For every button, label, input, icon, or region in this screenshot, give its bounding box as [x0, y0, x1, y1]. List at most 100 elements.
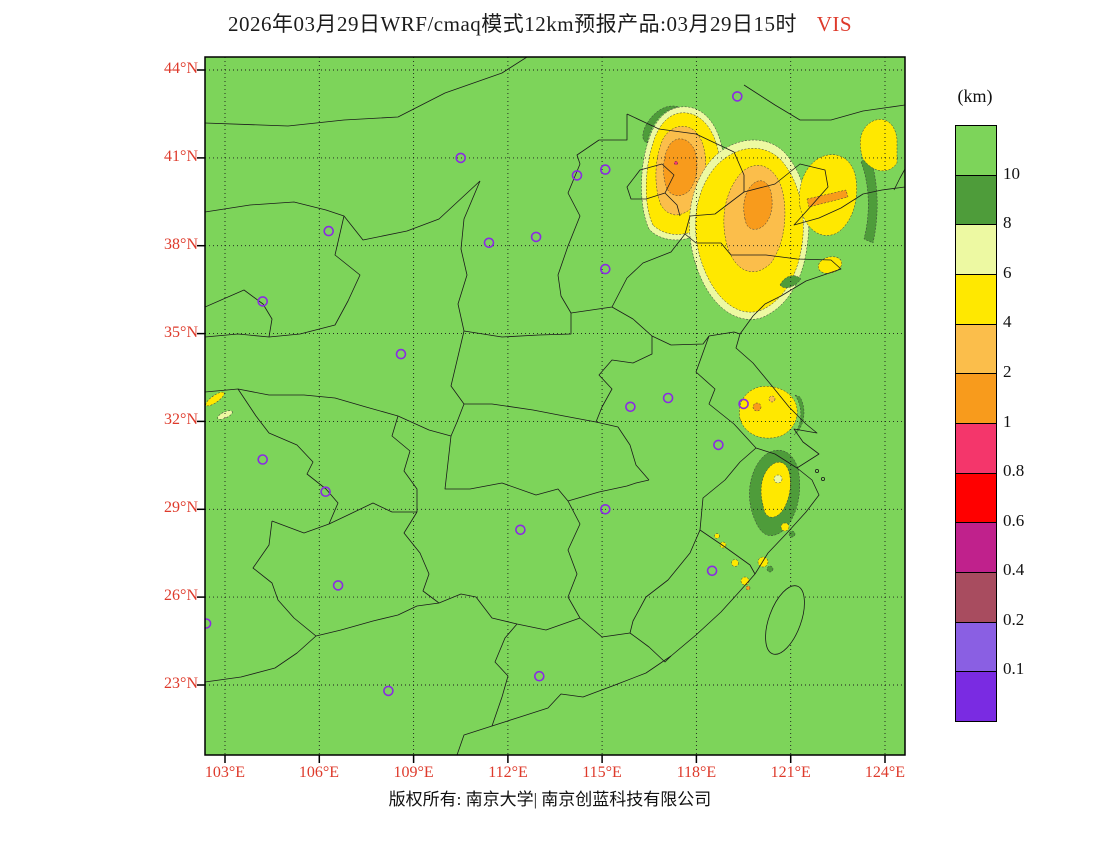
- lat-tick-label: 35°N: [164, 324, 198, 341]
- border-line: [205, 593, 581, 683]
- map-canvas: [197, 56, 906, 763]
- page-title: 2026年03月29日WRF/cmaq模式12km预报产品:03月29日15时 …: [0, 8, 1080, 38]
- colorbar-segment: [956, 523, 996, 574]
- vis-patch-orange: [806, 189, 849, 208]
- border-line: [595, 336, 653, 423]
- colorbar-segment: [956, 126, 996, 176]
- border-line: [271, 502, 417, 534]
- border-line: [893, 168, 905, 191]
- title-text: 2026年03月29日WRF/cmaq模式12km预报产品:03月29日15时: [227, 12, 797, 36]
- colorbar-segment: [956, 324, 996, 375]
- colorbar-tick-label: 0.1: [1003, 659, 1025, 678]
- station-marker: [599, 263, 611, 275]
- lon-tick-label: 121°E: [770, 764, 811, 781]
- colorbar-tick-label: 2: [1003, 362, 1012, 381]
- vis-patch-yellow: [817, 256, 843, 274]
- colorbar-tick-label: 8: [1003, 213, 1012, 232]
- station-marker: [533, 670, 545, 682]
- colorbar-tick-label: 0.8: [1003, 461, 1025, 480]
- border-line: [664, 192, 681, 217]
- taiwan-island: [765, 585, 805, 655]
- vis-patch-yellow: [731, 559, 739, 567]
- lon-tick-label: 109°E: [393, 764, 434, 781]
- border-line: [403, 511, 440, 604]
- lat-tick-label: 41°N: [164, 148, 198, 165]
- vis-patch-lightorange: [768, 395, 776, 403]
- colorbar-tick-label: 0.6: [1003, 511, 1025, 530]
- colorbar-tick-label: 0.2: [1003, 610, 1025, 629]
- station-marker: [332, 580, 344, 591]
- map-frame: [204, 56, 906, 756]
- station-marker: [731, 91, 743, 102]
- island-dot: [821, 476, 826, 481]
- vis-patch-darkgreen: [766, 565, 774, 573]
- vis-patch-darkgreen: [788, 530, 796, 538]
- colorbar-segment: [956, 424, 996, 474]
- border-line: [205, 388, 452, 437]
- lon-tick-label: 112°E: [488, 764, 528, 781]
- station-marker: [395, 348, 407, 360]
- coastline: [456, 163, 905, 755]
- colorbar-segment: [956, 275, 996, 325]
- lat-tick-label: 38°N: [164, 236, 198, 253]
- vis-patch-yellow: [780, 522, 790, 532]
- station-marker: [625, 401, 636, 413]
- vis-patch-yellow: [739, 386, 798, 439]
- colorbar-segment: [956, 225, 996, 276]
- lon-tick-label: 103°E: [204, 764, 246, 781]
- colorbar-segment: [956, 374, 996, 425]
- vis-patch-orange: [752, 402, 762, 412]
- colorbar: [955, 125, 997, 722]
- colorbar-segment: [956, 175, 996, 226]
- colorbar-segment: [956, 473, 996, 524]
- border-line: [579, 617, 631, 638]
- vis-patch-yellow: [760, 461, 791, 518]
- border-line: [557, 163, 581, 314]
- station-marker: [599, 503, 611, 515]
- border-line: [205, 57, 528, 127]
- border-line: [699, 447, 757, 575]
- border-line: [611, 306, 741, 346]
- station-marker: [571, 170, 583, 181]
- vis-patch-yellow: [714, 533, 720, 539]
- lon-tick-label: 124°E: [864, 764, 906, 781]
- lon-tick-label: 106°E: [298, 764, 340, 781]
- lon-tick-label: 115°E: [582, 764, 622, 781]
- station-marker: [455, 152, 467, 164]
- colorbar-tick-label: 6: [1003, 263, 1012, 282]
- vis-patch-orange: [743, 180, 773, 230]
- border-line: [457, 180, 481, 332]
- border-line: [391, 415, 418, 512]
- border-line: [252, 520, 317, 637]
- lat-tick-label: 44°N: [164, 60, 198, 77]
- border-line: [237, 388, 339, 525]
- colorbar-segment: [956, 573, 996, 623]
- lat-tick-label: 32°N: [164, 411, 198, 428]
- vis-patch-darkgreen: [793, 394, 805, 436]
- border-line: [576, 114, 628, 165]
- border-line: [695, 335, 798, 469]
- axis-ticks: [197, 69, 886, 763]
- border-line: [570, 233, 686, 314]
- vis-patch-yellow: [757, 556, 769, 568]
- border-line: [444, 435, 650, 502]
- title-variable: VIS: [816, 12, 853, 36]
- colorbar-unit: (km): [957, 86, 993, 106]
- station-marker: [738, 398, 749, 410]
- station-marker: [706, 565, 718, 577]
- colorbar-tick-label: 1: [1003, 412, 1012, 431]
- border-line: [626, 163, 675, 200]
- station-marker: [662, 392, 674, 404]
- station-marker: [323, 225, 334, 237]
- colorbar-tick-label: 0.4: [1003, 560, 1025, 579]
- province-borders: [205, 57, 905, 755]
- station-marker: [515, 524, 526, 536]
- lat-tick-label: 23°N: [164, 675, 198, 692]
- lat-tick-label: 26°N: [164, 587, 198, 604]
- vis-patch-red-speck: [673, 160, 679, 166]
- station-marker: [257, 296, 268, 307]
- border-line: [743, 84, 905, 121]
- station-marker: [257, 454, 268, 465]
- vis-patch-orange: [745, 585, 751, 591]
